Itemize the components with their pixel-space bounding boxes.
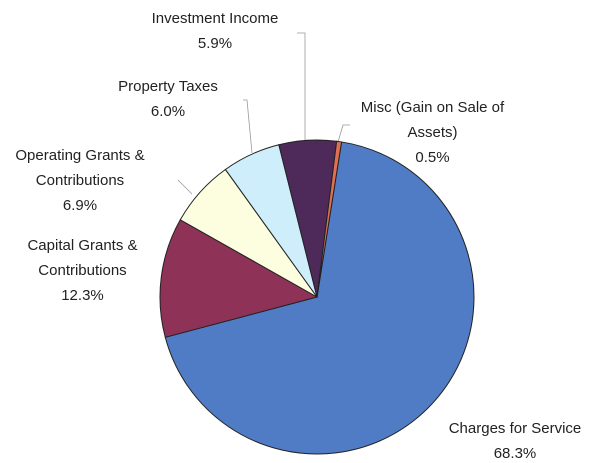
category-name: Property Taxes <box>118 78 218 95</box>
value-label: 0.5% <box>415 149 450 166</box>
value-label: 6.9% <box>62 197 98 214</box>
leader-line <box>243 99 253 154</box>
value-label: 5.9% <box>197 35 233 52</box>
category-name: Capital Grants & Contributions <box>27 237 138 279</box>
category-name: Operating Grants & Contributions <box>15 147 145 189</box>
slice-label: Capital Grants & Contributions 12.3% <box>0 233 165 308</box>
leader-line <box>177 179 193 195</box>
leader-line <box>297 32 306 146</box>
pie-slice <box>164 141 475 455</box>
slice-label: Charges for Service 68.3% <box>415 416 613 463</box>
value-label: 12.3% <box>61 287 104 304</box>
category-name: Charges for Service <box>448 420 582 437</box>
slices <box>159 139 475 455</box>
value-label: 6.0% <box>150 103 186 120</box>
pie-slice <box>159 219 319 338</box>
slice-label: Misc (Gain on Sale of Assets) 0.5% <box>345 95 520 170</box>
pie-slice <box>316 140 343 298</box>
leader-lines <box>177 32 350 195</box>
category-name: Misc (Gain on Sale of Assets) <box>360 99 505 141</box>
slice-label: Operating Grants & Contributions 6.9% <box>0 143 160 218</box>
leader-line <box>337 124 350 143</box>
slice-label: Investment Income 5.9% <box>115 6 315 56</box>
slice-label: Property Taxes 6.0% <box>88 74 248 124</box>
value-label: 68.3% <box>493 445 537 462</box>
category-name: Investment Income <box>151 10 279 27</box>
